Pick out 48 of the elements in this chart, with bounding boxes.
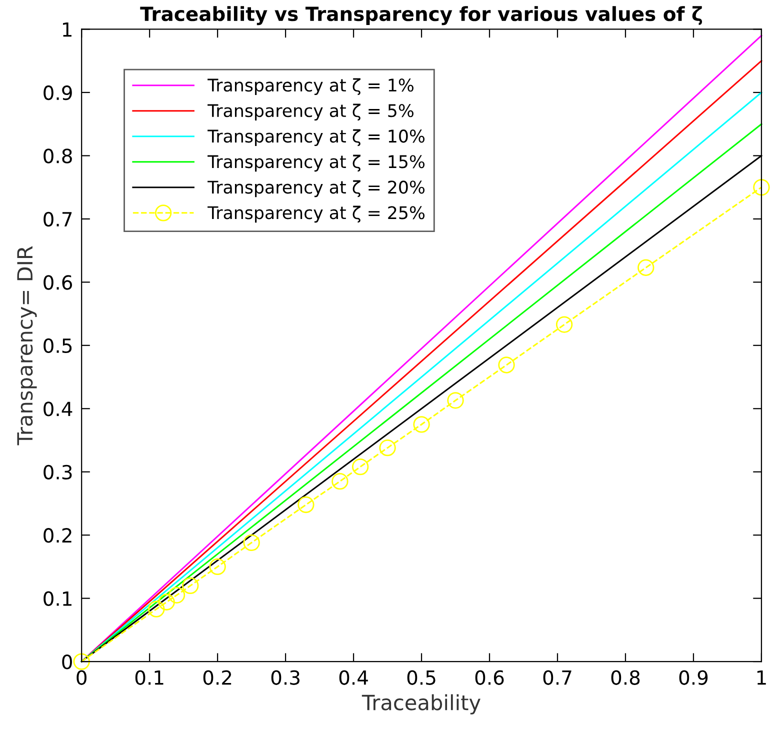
point	[298, 496, 314, 514]
legend-label: Transparency at ζ = 10%	[208, 129, 425, 146]
legend-label: Transparency at ζ = 1%	[208, 78, 414, 96]
x-tick-label: 0.5	[407, 670, 436, 685]
point	[168, 586, 186, 604]
legend-label: Transparency at ζ = 20%	[208, 180, 425, 198]
x-tick-label: 1	[757, 670, 766, 685]
point	[148, 600, 165, 618]
x-axis-title: Traceability	[362, 694, 480, 714]
y-axis-title: Transparency= DIR	[17, 246, 37, 446]
point	[209, 558, 226, 576]
point	[638, 259, 654, 276]
y-tick-label: 0.7	[44, 212, 72, 227]
point	[753, 178, 770, 196]
point	[158, 594, 175, 610]
y-tick-label: 0.2	[44, 528, 72, 543]
point	[352, 458, 369, 476]
x-tick-label: 0.9	[679, 670, 708, 685]
legend-label: Transparency at ζ = 25%	[208, 206, 425, 223]
point	[556, 316, 573, 333]
point	[379, 440, 396, 456]
y-tick-label: 0.4	[44, 402, 72, 416]
y-tick-label: 0.9	[44, 85, 72, 100]
x-tick-label: 0.2	[203, 670, 232, 685]
chart-title: Traceability vs Transparency for various values of ζ	[140, 6, 702, 26]
x-tick-label: 0.7	[543, 670, 572, 685]
x-tick-label: 0.1	[135, 670, 164, 685]
x-tick-label: 0.4	[339, 670, 368, 685]
point	[332, 473, 348, 490]
x-tick-label: 0.6	[475, 670, 504, 685]
point	[182, 577, 199, 594]
x-tick-label: 0.8	[611, 670, 640, 685]
point	[447, 392, 464, 409]
y-tick-label: 0.1	[44, 591, 72, 606]
point	[413, 416, 430, 433]
point	[73, 653, 90, 670]
y-tick-label: 1	[63, 22, 72, 37]
y-tick-label: 0.5	[44, 338, 72, 354]
legend-label: Transparency at ζ = 15%	[208, 154, 425, 172]
legend-label: Transparency at ζ = 5%	[208, 104, 414, 121]
point	[498, 356, 515, 374]
x-tick-label: 0.3	[271, 670, 300, 685]
point	[243, 534, 260, 552]
y-tick-label: 0.3	[44, 464, 72, 480]
x-tick-label: 0	[76, 670, 86, 685]
y-tick-label: 0	[62, 654, 72, 670]
y-tick-label: 0.8	[44, 148, 72, 164]
y-tick-label: 0.6	[44, 275, 72, 290]
